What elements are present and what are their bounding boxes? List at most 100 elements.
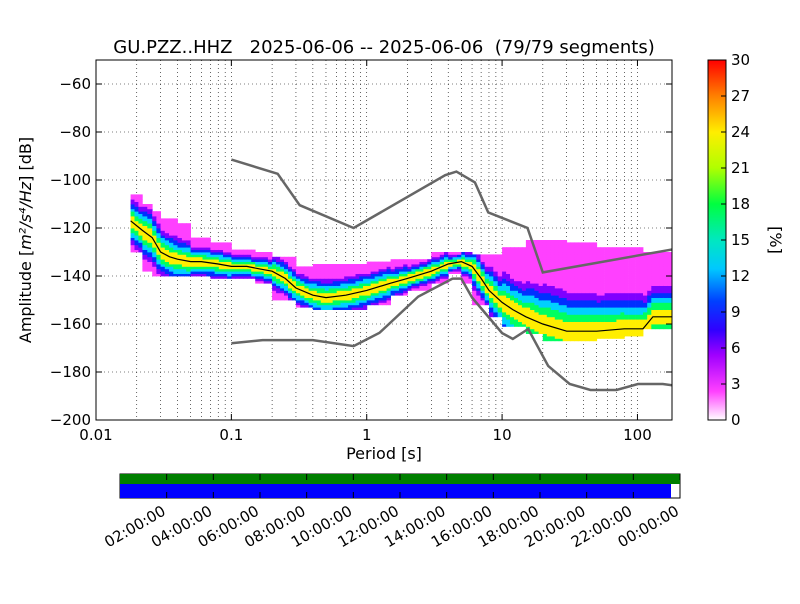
density-cell [177,235,183,238]
density-cell [190,256,195,260]
density-cell [243,268,248,272]
density-cell [542,268,548,272]
density-cell [394,285,400,289]
density-cell [355,283,360,286]
density-cell [643,259,648,262]
density-cell [604,254,609,258]
density-cell [431,259,436,262]
density-cell [624,288,629,291]
density-cell [134,225,139,229]
density-cell [521,321,527,325]
density-cell [542,321,548,325]
density-cell [554,331,560,334]
density-cell [663,326,669,330]
density-cell [202,256,207,260]
density-cell [631,314,636,318]
density-cell [628,292,633,296]
density-cell [363,273,368,277]
density-cell [181,244,187,248]
density-cell [280,266,285,270]
density-cell [156,216,161,219]
density-cell [604,331,609,334]
density-cell [612,292,617,296]
density-cell [635,328,640,332]
density-cell [251,254,256,258]
density-cell [181,266,187,270]
density-cell [608,309,613,313]
density-cell [448,256,453,260]
density-cell [210,271,215,274]
density-cell [620,252,625,255]
density-cell [655,285,660,289]
density-cell [631,266,636,270]
density-cell [366,264,372,267]
density-cell [173,237,178,241]
density-cell [667,266,672,270]
density-cell [659,302,665,306]
density-cell [592,326,598,330]
density-cell [336,283,341,286]
density-cell [550,254,556,258]
density-cell [138,223,143,226]
density-cell [608,321,613,325]
density-cell [457,254,462,258]
density-cell [534,319,539,322]
density-cell [386,300,391,303]
density-cell [589,247,594,250]
density-cell [596,319,601,322]
density-cell [604,300,609,303]
density-cell [546,297,552,301]
density-cell [382,300,387,303]
density-cell [506,324,511,327]
density-cell [152,271,157,274]
density-cell [506,309,511,313]
density-cell [585,297,590,301]
density-cell [554,288,560,291]
density-cell [624,333,629,337]
density-cell [577,290,583,294]
density-cell [577,285,583,289]
density-cell [312,302,318,306]
density-cell [480,290,486,294]
density-cell [324,283,330,286]
density-cell [616,314,621,318]
density-cell [181,249,187,253]
density-cell [510,316,515,320]
density-cell [382,280,387,284]
density-cell [647,302,652,306]
density-cell [457,259,462,262]
density-cell [394,266,400,270]
density-cell [284,292,289,296]
density-cell [272,295,277,298]
density-cell [390,292,396,296]
density-cell [497,256,503,260]
density-cell [231,254,236,258]
density-cell [419,259,424,262]
density-cell [542,312,548,315]
density-cell [628,290,633,294]
density-cell [130,204,135,207]
density-cell [423,288,428,291]
density-cell [608,292,613,296]
density-cell [439,276,445,279]
density-cell [667,321,672,325]
density-cell [510,297,515,301]
density-cell [419,266,424,270]
density-cell [173,273,178,277]
density-cell [651,259,656,262]
density-cell [608,302,613,306]
density-cell [288,273,293,277]
density-cell [554,292,560,296]
density-cell [457,268,462,272]
density-cell [530,256,535,260]
density-cell [612,326,617,330]
density-cell [534,295,539,298]
density-cell [142,261,148,265]
density-cell [164,264,170,267]
density-cell [419,280,424,284]
density-cell [390,276,396,279]
density-cell [620,278,625,282]
density-cell [152,254,157,258]
density-cell [147,223,153,226]
density-cell [332,276,338,279]
